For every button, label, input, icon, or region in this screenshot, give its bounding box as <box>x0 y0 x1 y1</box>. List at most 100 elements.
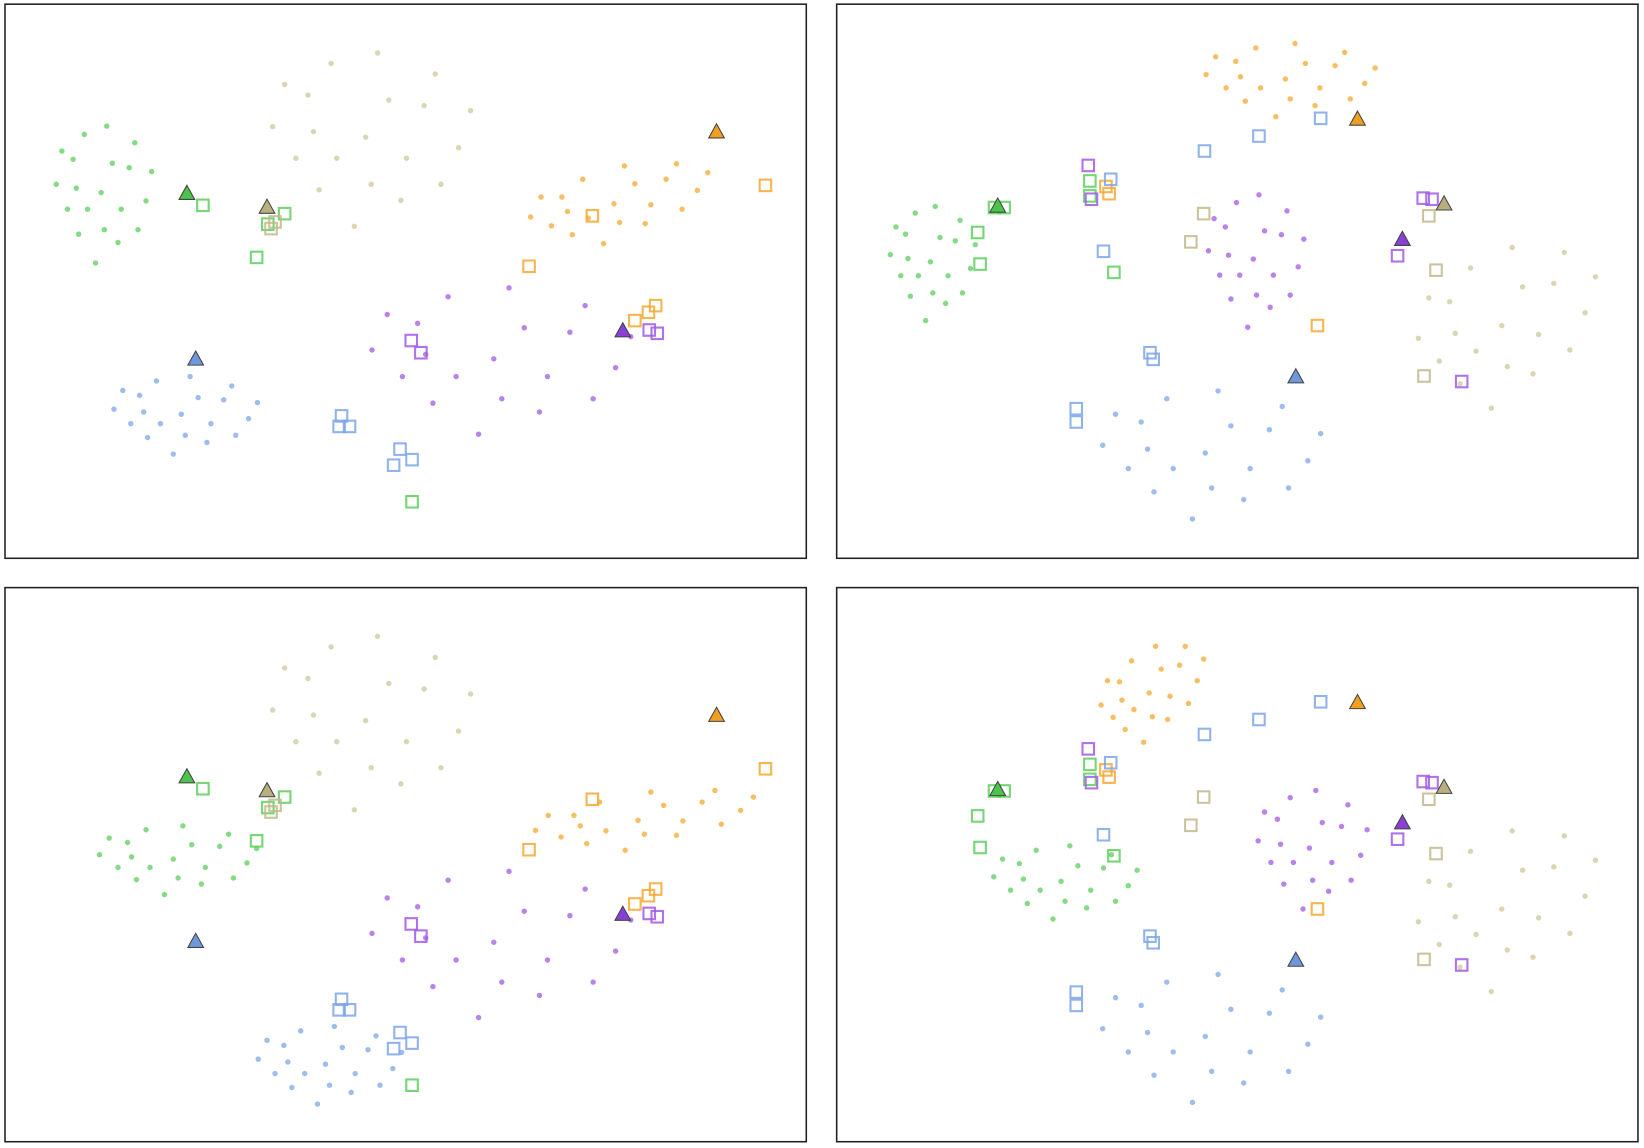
point <box>384 311 390 318</box>
point <box>1317 430 1324 437</box>
square-marker <box>1422 209 1436 223</box>
point <box>70 156 76 163</box>
point <box>1426 878 1432 885</box>
point <box>1020 876 1027 882</box>
point <box>718 821 725 827</box>
point <box>1122 726 1128 733</box>
point <box>1261 809 1268 815</box>
point <box>1208 485 1215 491</box>
point <box>1309 877 1316 883</box>
point <box>84 206 91 212</box>
point <box>1158 666 1164 672</box>
point <box>712 787 718 794</box>
point <box>1236 272 1243 278</box>
point <box>1202 1033 1208 1040</box>
point <box>1348 877 1354 883</box>
point <box>1499 322 1505 329</box>
panel-frame <box>835 3 1639 560</box>
point <box>1592 274 1599 280</box>
scatter-panel <box>835 3 1639 560</box>
point <box>1551 864 1557 870</box>
square-marker <box>1184 235 1198 249</box>
triangle-marker <box>186 349 205 366</box>
point <box>438 764 444 771</box>
point <box>1062 898 1068 904</box>
point <box>499 395 505 402</box>
point <box>1452 330 1458 337</box>
point <box>1582 893 1588 899</box>
point <box>135 226 141 233</box>
point <box>1016 860 1023 867</box>
point <box>1285 485 1292 491</box>
square-marker <box>1081 158 1096 173</box>
point <box>445 877 451 883</box>
point <box>281 665 288 671</box>
point <box>927 259 934 265</box>
point <box>1200 656 1207 662</box>
point <box>140 409 147 415</box>
point <box>1050 916 1056 922</box>
point <box>1467 265 1474 271</box>
point <box>245 415 252 422</box>
point <box>202 864 209 871</box>
point <box>705 169 711 176</box>
point <box>1134 867 1140 873</box>
point <box>143 198 149 204</box>
point <box>170 856 176 862</box>
point <box>421 686 427 692</box>
point <box>1067 843 1073 849</box>
point <box>564 208 571 215</box>
square-marker <box>1084 775 1099 790</box>
square-marker <box>277 790 292 804</box>
square-marker <box>196 198 210 213</box>
square-marker <box>277 206 292 221</box>
point <box>679 206 685 212</box>
point <box>1561 833 1567 839</box>
point <box>374 633 381 640</box>
point <box>92 260 99 266</box>
point <box>1099 442 1106 448</box>
point <box>1509 828 1515 834</box>
point <box>1312 102 1318 109</box>
square-marker <box>414 929 428 943</box>
square-marker <box>642 323 657 337</box>
square-marker <box>1416 774 1431 789</box>
point <box>147 864 153 871</box>
point <box>1257 85 1264 91</box>
point <box>255 1056 261 1062</box>
point <box>96 851 103 858</box>
point <box>635 817 641 824</box>
point <box>403 155 410 161</box>
point <box>1116 679 1123 685</box>
point <box>545 812 551 819</box>
point <box>1024 900 1031 907</box>
point <box>957 217 963 224</box>
point <box>316 187 322 193</box>
point <box>305 675 311 682</box>
point <box>445 294 451 300</box>
point <box>1561 249 1567 256</box>
square-marker <box>405 452 419 467</box>
point <box>907 293 914 299</box>
point <box>289 1084 295 1091</box>
point <box>254 399 261 406</box>
point <box>1170 465 1176 472</box>
point <box>1167 693 1173 699</box>
square-marker <box>1107 848 1121 863</box>
square-marker <box>1390 832 1405 846</box>
point <box>1329 859 1335 866</box>
triangle-marker <box>1287 951 1305 967</box>
point <box>1112 994 1119 1001</box>
point <box>1215 388 1221 394</box>
square-marker <box>1083 189 1097 203</box>
point <box>1228 1006 1234 1013</box>
square-marker <box>1102 186 1116 201</box>
triangle-marker <box>258 781 276 798</box>
point <box>527 214 534 220</box>
square-marker <box>758 178 773 193</box>
point <box>621 163 628 169</box>
point <box>1446 882 1453 888</box>
point <box>115 239 121 246</box>
point <box>660 802 667 809</box>
